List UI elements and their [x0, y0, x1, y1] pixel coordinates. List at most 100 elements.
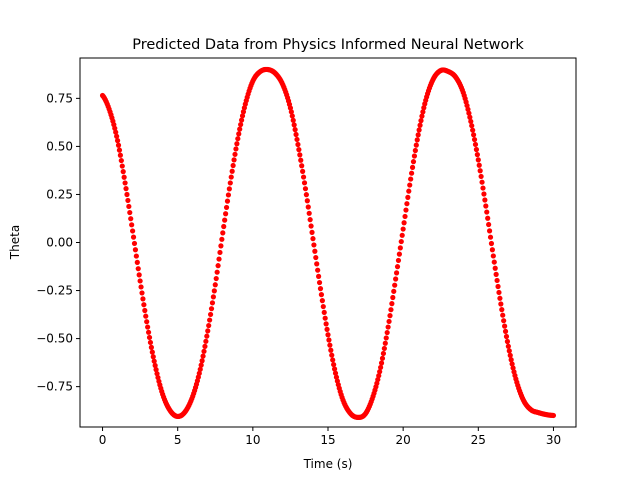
- data-point: [154, 371, 160, 377]
- data-point: [403, 207, 409, 213]
- data-point: [492, 265, 498, 271]
- data-point: [130, 234, 137, 240]
- data-point: [201, 348, 207, 354]
- data-point: [395, 257, 402, 264]
- data-point: [319, 298, 325, 304]
- data-point: [121, 174, 127, 180]
- y-tick-label: 0.75: [46, 91, 73, 105]
- data-point: [477, 168, 483, 174]
- data-point: [217, 249, 223, 256]
- y-axis: 0.75 0.50 0.25 0.00 −0.25 −0.50 −0.75: [36, 91, 80, 394]
- data-point: [143, 313, 149, 319]
- data-point: [131, 240, 138, 247]
- data-point: [331, 361, 337, 368]
- data-point: [127, 209, 133, 216]
- data-point: [149, 349, 155, 355]
- data-point: [146, 334, 153, 341]
- data-point: [474, 152, 480, 158]
- data-point: [332, 370, 339, 376]
- data-point: [290, 117, 296, 123]
- data-point: [406, 188, 412, 194]
- data-point: [324, 326, 330, 332]
- data-point: [300, 174, 307, 180]
- data-point: [486, 221, 492, 228]
- data-point: [502, 328, 509, 334]
- data-point: [216, 256, 222, 262]
- data-point: [116, 147, 123, 153]
- data-point: [318, 292, 325, 298]
- data-point: [414, 137, 420, 143]
- plot-frame: [79, 57, 577, 428]
- data-point: [238, 117, 245, 123]
- data-point: [497, 295, 503, 301]
- data-point: [331, 366, 338, 372]
- data-point: [379, 355, 386, 361]
- data-point: [330, 357, 336, 363]
- data-point: [471, 132, 477, 138]
- data-point: [223, 211, 229, 217]
- data-point: [208, 306, 215, 312]
- x-axis: 0 5 10 15 20 25 30: [99, 427, 561, 447]
- data-point: [316, 279, 323, 286]
- data-point: [132, 247, 139, 253]
- data-point: [470, 127, 476, 133]
- data-point: [416, 127, 422, 133]
- data-point: [310, 236, 316, 242]
- data-point: [388, 307, 394, 313]
- data-point: [137, 278, 143, 284]
- data-point: [493, 271, 499, 277]
- data-point: [147, 339, 154, 346]
- x-axis-label: Time (s): [303, 457, 353, 471]
- data-point: [148, 344, 154, 350]
- data-point: [377, 369, 383, 375]
- data-point: [292, 127, 298, 133]
- data-point: [219, 236, 225, 242]
- data-point: [378, 360, 385, 366]
- data-point: [479, 179, 485, 185]
- data-point: [490, 253, 496, 259]
- data-point: [480, 185, 486, 191]
- y-tick-label: −0.25: [36, 284, 73, 298]
- data-point: [498, 301, 504, 307]
- data-point: [153, 367, 159, 373]
- data-point: [196, 370, 202, 376]
- data-point: [504, 338, 511, 345]
- data-point: [466, 110, 472, 116]
- data-point: [205, 328, 211, 334]
- data-point: [400, 226, 406, 232]
- data-point: [412, 147, 418, 154]
- data-point: [129, 222, 135, 228]
- data-point: [389, 301, 395, 307]
- data-point: [317, 286, 324, 292]
- data-point: [222, 217, 228, 223]
- data-point: [140, 296, 146, 302]
- data-point: [141, 302, 147, 308]
- data-point: [294, 136, 300, 143]
- data-point: [382, 340, 388, 346]
- data-point: [144, 319, 150, 325]
- data-point: [306, 210, 312, 216]
- data-point: [307, 217, 313, 223]
- data-point: [134, 259, 140, 265]
- data-point: [326, 337, 332, 343]
- data-point: [300, 168, 306, 174]
- data-point: [471, 136, 478, 143]
- data-point: [500, 312, 506, 318]
- data-point: [393, 276, 399, 282]
- x-tick-label: 5: [174, 433, 182, 447]
- data-point: [467, 114, 473, 120]
- data-point: [206, 322, 212, 329]
- x-tick-label: 15: [320, 433, 335, 447]
- data-point: [230, 162, 236, 169]
- data-point: [390, 294, 396, 301]
- data-point: [237, 126, 243, 132]
- data-point: [112, 125, 118, 131]
- data-point: [465, 106, 471, 112]
- data-point: [381, 345, 387, 352]
- data-point: [136, 272, 142, 278]
- data-point: [394, 264, 401, 270]
- data-point: [397, 245, 403, 251]
- data-point: [115, 142, 122, 148]
- data-point: [123, 186, 129, 192]
